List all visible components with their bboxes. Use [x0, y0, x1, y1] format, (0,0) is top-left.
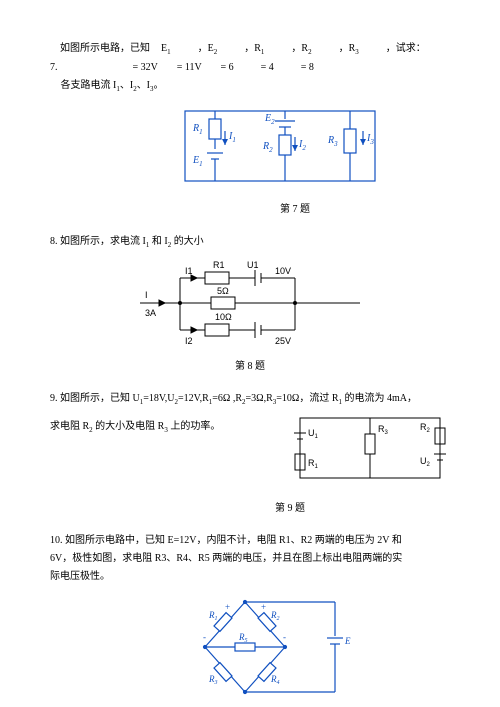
p9-line1: 9. 如图所示，已知 U1=18V,U2=12V,R1=6Ω ,R2=3Ω,R3… — [50, 390, 450, 409]
svg-text:R2: R2 — [262, 141, 273, 154]
p7-circuit: R1 I1 E1 E2 R2 I2 R3 I3 — [50, 101, 450, 194]
svg-text:E2: E2 — [264, 113, 275, 126]
p8-caption: 第 8 题 — [50, 357, 450, 372]
svg-text:R3: R3 — [327, 135, 338, 148]
problem-10: 10. 如图所示电路中，已知 E=12V，内阻不计，电阻 R1、R2 两端的电压… — [50, 532, 450, 705]
svg-text:10V: 10V — [275, 266, 291, 276]
p7-E2: E2 — [208, 43, 218, 54]
p9-caption: 第 9 题 — [130, 499, 450, 514]
p8-text: 8. 如图所示，求电流 I1 和 I2 的大小 — [50, 233, 450, 252]
p7-v4: = 4 — [261, 62, 274, 73]
p7-tail: ，试求： — [386, 43, 426, 54]
p7-pre: 如图所示电路，已知 — [60, 43, 150, 54]
p7-sep: ， — [198, 43, 208, 54]
p7-v1: = 32V — [133, 62, 158, 73]
svg-text:R4: R4 — [270, 674, 280, 686]
svg-text:+: + — [225, 602, 230, 612]
svg-text:U2: U2 — [420, 456, 431, 468]
p7-v5: = 8 — [301, 62, 314, 73]
p7-line1: 如图所示电路，已知 E1 ，E2 ，R1 ，R2 ，R3 ，试求： — [50, 40, 450, 59]
svg-text:5Ω: 5Ω — [217, 286, 229, 296]
svg-text:3A: 3A — [145, 308, 156, 318]
problem-8: 8. 如图所示，求电流 I1 和 I2 的大小 — [50, 233, 450, 372]
p7-line3: 各支路电流 I1、I2、I3。 — [50, 77, 450, 96]
svg-text:+: + — [261, 602, 266, 612]
svg-text:R1: R1 — [192, 123, 203, 136]
p7-R3: R3 — [349, 43, 359, 54]
p7-v2: = 11V — [177, 62, 202, 73]
svg-text:R3: R3 — [378, 424, 389, 436]
p7-caption: 第 7 题 — [140, 200, 450, 215]
svg-text:I3: I3 — [366, 133, 374, 146]
p9-line2: 求电阻 R2 的大小及电阻 R3 上的功率。 — [50, 418, 290, 437]
svg-text:E: E — [344, 636, 351, 646]
svg-text:I1: I1 — [185, 266, 193, 276]
svg-text:25V: 25V — [275, 336, 291, 346]
problem-7: 如图所示电路，已知 E1 ，E2 ，R1 ，R2 ，R3 ，试求： 7. = 3… — [50, 40, 450, 215]
svg-text:R2: R2 — [420, 422, 431, 434]
svg-text:R1: R1 — [308, 458, 319, 470]
svg-text:R1: R1 — [213, 260, 225, 270]
p7-R2: R2 — [301, 43, 311, 54]
p7-R1: R1 — [254, 43, 264, 54]
p10-line1: 10. 如图所示电路中，已知 E=12V，内阻不计，电阻 R1、R2 两端的电压… — [50, 532, 450, 550]
p7-num: 7. — [50, 62, 58, 73]
p7-v3: = 6 — [221, 62, 234, 73]
svg-text:R1: R1 — [208, 610, 218, 622]
svg-text:E1: E1 — [192, 155, 203, 168]
p10-line3: 际电压极性。 — [50, 568, 450, 586]
svg-text:R3: R3 — [208, 674, 218, 686]
svg-text:I: I — [145, 290, 148, 300]
svg-text:U1: U1 — [308, 428, 319, 440]
p9-num: 9. — [50, 393, 58, 404]
problem-9: 9. 如图所示，已知 U1=18V,U2=12V,R1=6Ω ,R2=3Ω,R3… — [50, 390, 450, 515]
svg-text:10Ω: 10Ω — [215, 312, 232, 322]
svg-text:I2: I2 — [185, 336, 193, 346]
p7-E1: E1 — [161, 43, 171, 54]
svg-text:-: - — [283, 632, 286, 642]
svg-text:I1: I1 — [228, 131, 236, 144]
p8-num: 8. — [50, 236, 58, 247]
p10-line2: 6V，极性如图，求电阻 R3、R4、R5 两端的电压，并且在图上标出电阻两端的实 — [50, 550, 450, 568]
p8-circuit: I 3A I1 R1 U1 10V 5Ω 10Ω I2 25V — [50, 258, 450, 351]
p9-circuit: U1 R1 R3 R2 U2 — [290, 408, 450, 491]
p7-line-nums: 7. = 32V = 11V = 6 = 4 = 8 — [50, 59, 450, 77]
svg-text:R5: R5 — [238, 632, 248, 644]
svg-text:-: - — [203, 632, 206, 642]
svg-text:U1: U1 — [247, 260, 259, 270]
svg-text:I2: I2 — [298, 139, 306, 152]
p10-circuit: R1 R2 R5 R3 R4 E + + - - — [50, 592, 450, 705]
p10-num: 10. — [50, 535, 63, 546]
